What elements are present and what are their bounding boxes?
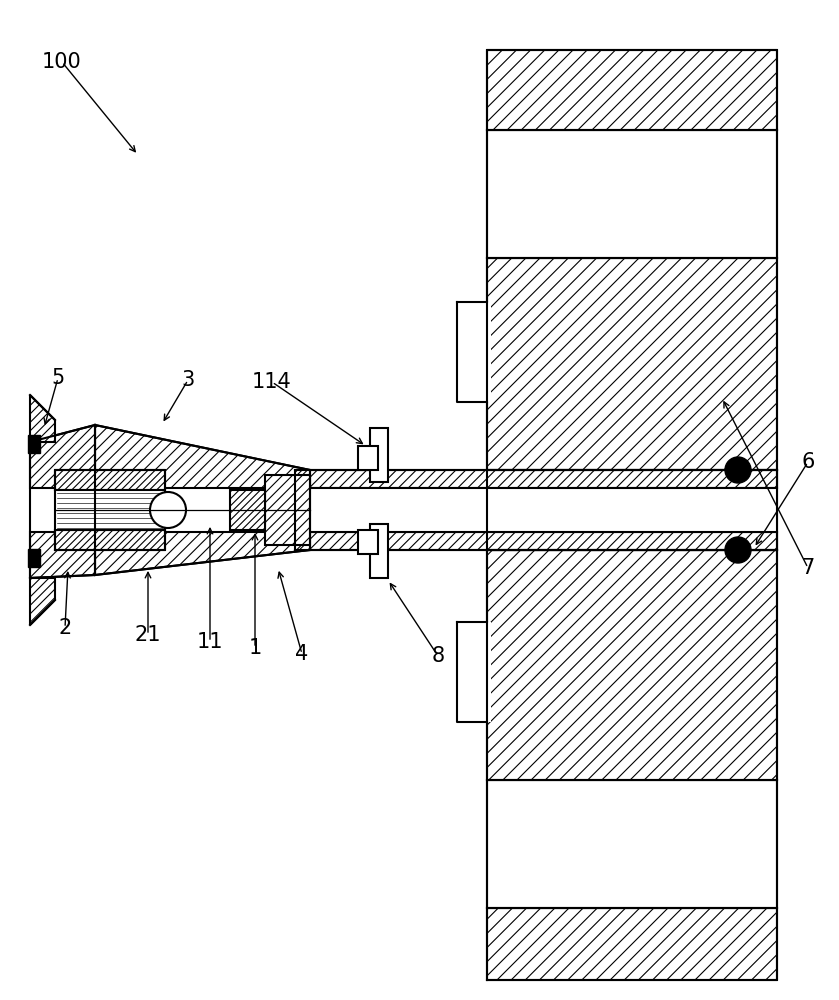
Text: 114: 114 [253,372,292,392]
Circle shape [725,537,751,563]
Bar [265,475,310,545]
Text: 7: 7 [801,558,815,578]
Bar [28,549,40,567]
Bar [487,908,777,980]
Text: 21: 21 [135,625,161,645]
Circle shape [725,457,751,483]
Polygon shape [30,395,55,442]
Text: 2: 2 [59,618,71,638]
Bar [487,470,777,550]
Bar [457,302,491,402]
Text: 3: 3 [181,370,195,390]
Text: 11: 11 [197,632,223,652]
Bar [230,490,265,530]
Polygon shape [30,425,95,488]
Bar [55,470,165,490]
Bar [457,622,491,722]
Bar [487,50,777,130]
Bar [55,490,165,530]
Bar [487,780,777,908]
Bar [487,258,777,470]
Bar [487,130,777,258]
Text: 5: 5 [51,368,65,388]
Polygon shape [95,532,310,575]
Polygon shape [95,425,310,488]
Bar [55,530,165,550]
Bar [358,446,378,470]
Text: 4: 4 [295,644,309,664]
Bar [370,428,388,482]
Bar [358,530,378,554]
Text: 100: 100 [42,52,82,72]
Bar [487,550,777,780]
Bar [295,470,777,488]
Polygon shape [30,578,55,625]
Polygon shape [30,532,95,578]
Text: 1: 1 [248,638,262,658]
Bar [370,524,388,578]
Bar [295,488,777,532]
Text: 8: 8 [431,646,445,666]
Bar [295,532,777,550]
Circle shape [150,492,186,528]
Text: 6: 6 [801,452,815,472]
Bar [28,435,40,453]
